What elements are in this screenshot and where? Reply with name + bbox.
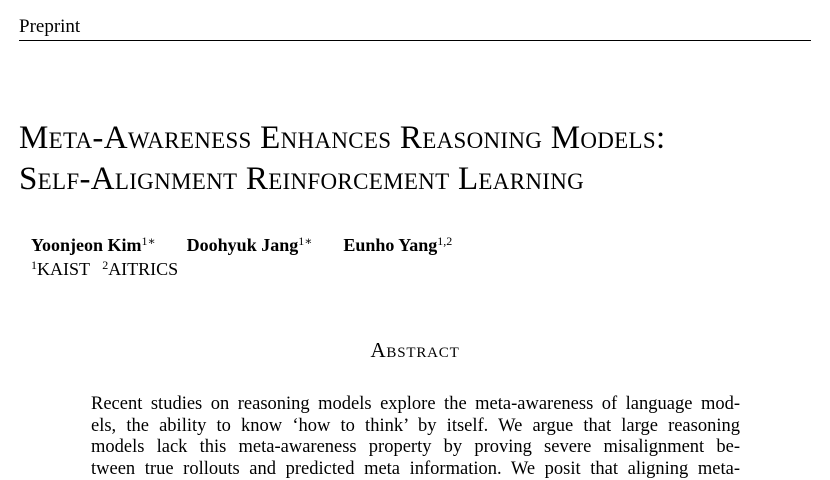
affiliation-name: AITRICS (108, 259, 178, 279)
author-name: Doohyuk Jang (187, 235, 299, 255)
abstract-line: tween true rollouts and predicted meta i… (91, 459, 740, 480)
author-marks: 1∗ (142, 234, 156, 248)
abstract-body: Recent studies on reasoning models explo… (91, 394, 740, 480)
abstract-line: Recent studies on reasoning models explo… (91, 394, 740, 416)
abstract-line: els, the ability to know ‘how to think’ … (91, 416, 740, 438)
paper-title-line-2: Self-Alignment Reinforcement Learning (19, 159, 819, 200)
abstract-heading: Abstract (0, 337, 830, 363)
author-name: Yoonjeon Kim (31, 235, 142, 255)
author-marks: 1,2 (437, 234, 452, 248)
abstract-line: models lack this meta-awareness property… (91, 437, 740, 459)
affiliation-list: 1KAIST 2AITRICS (31, 257, 178, 281)
author-name: Eunho Yang (343, 235, 437, 255)
paper-title: Meta-Awareness Enhances Reasoning Models… (19, 118, 819, 200)
author-list: Yoonjeon Kim1∗ Doohyuk Jang1∗ Eunho Yang… (31, 233, 452, 257)
author-marks: 1∗ (298, 234, 312, 248)
running-header-label: Preprint (19, 16, 80, 37)
running-header: Preprint (19, 16, 811, 41)
paper-title-line-1: Meta-Awareness Enhances Reasoning Models… (19, 118, 819, 159)
affiliation-name: KAIST (37, 259, 90, 279)
